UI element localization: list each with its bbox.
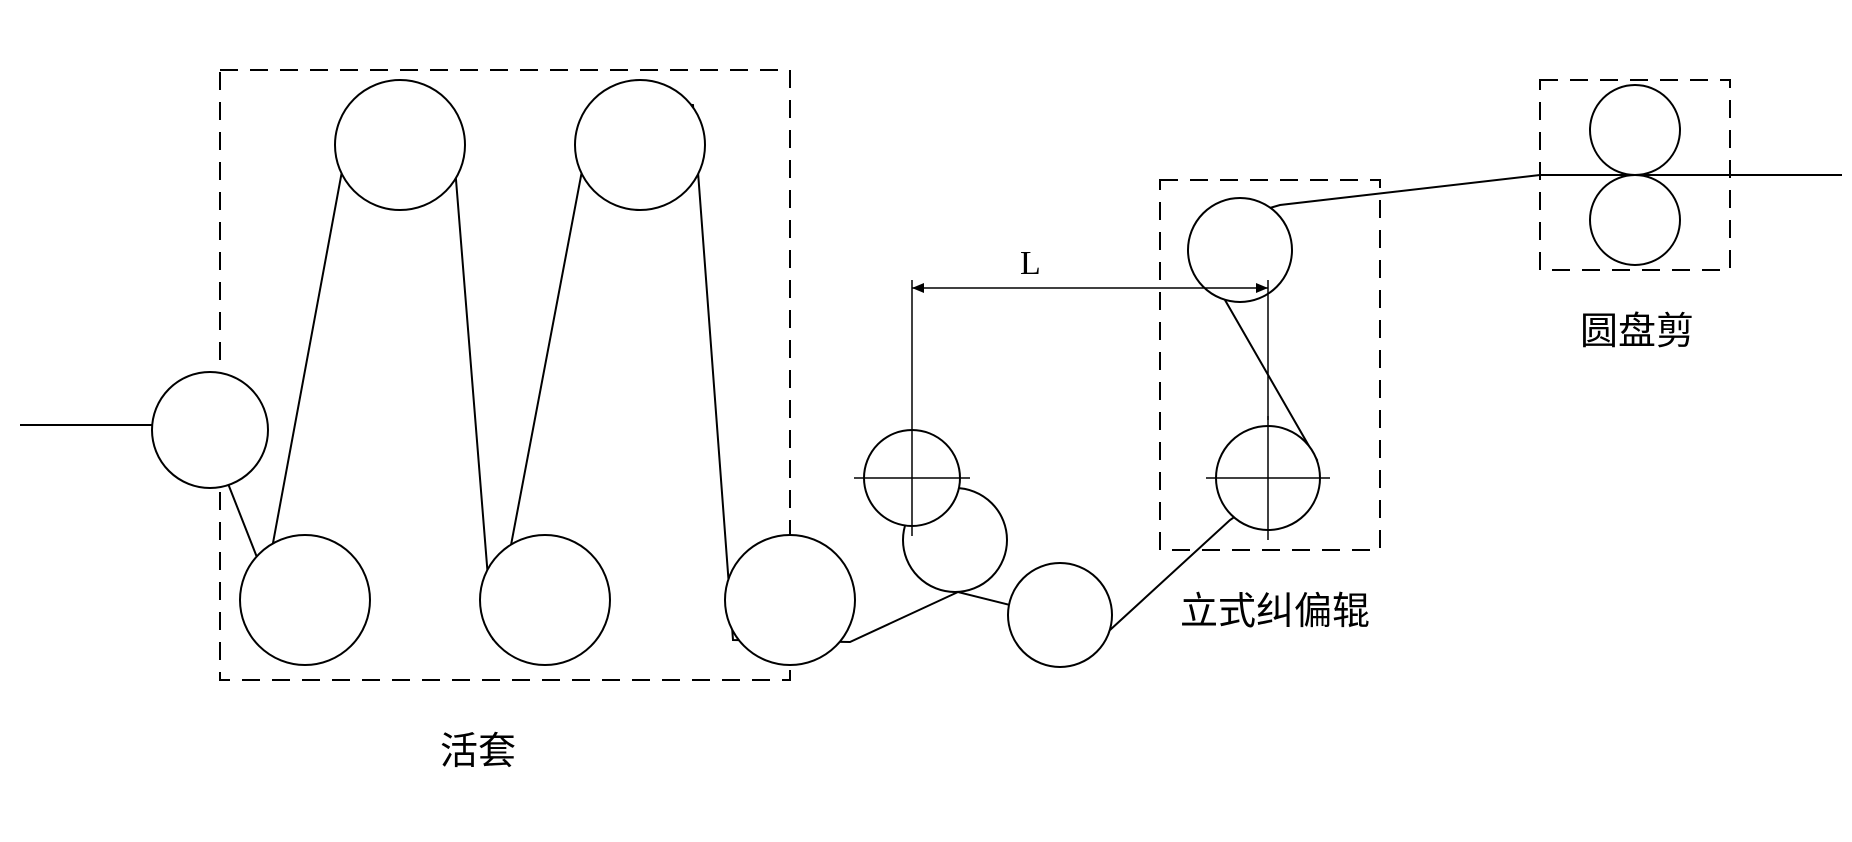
- process-diagram: [0, 0, 1852, 842]
- steering-roll-label: 立式纠偏辊: [1180, 580, 1370, 635]
- disc-shear-label: 圆盘剪: [1580, 300, 1694, 355]
- looper-label: 活套: [440, 720, 516, 775]
- dimension-label: L: [1020, 245, 1041, 283]
